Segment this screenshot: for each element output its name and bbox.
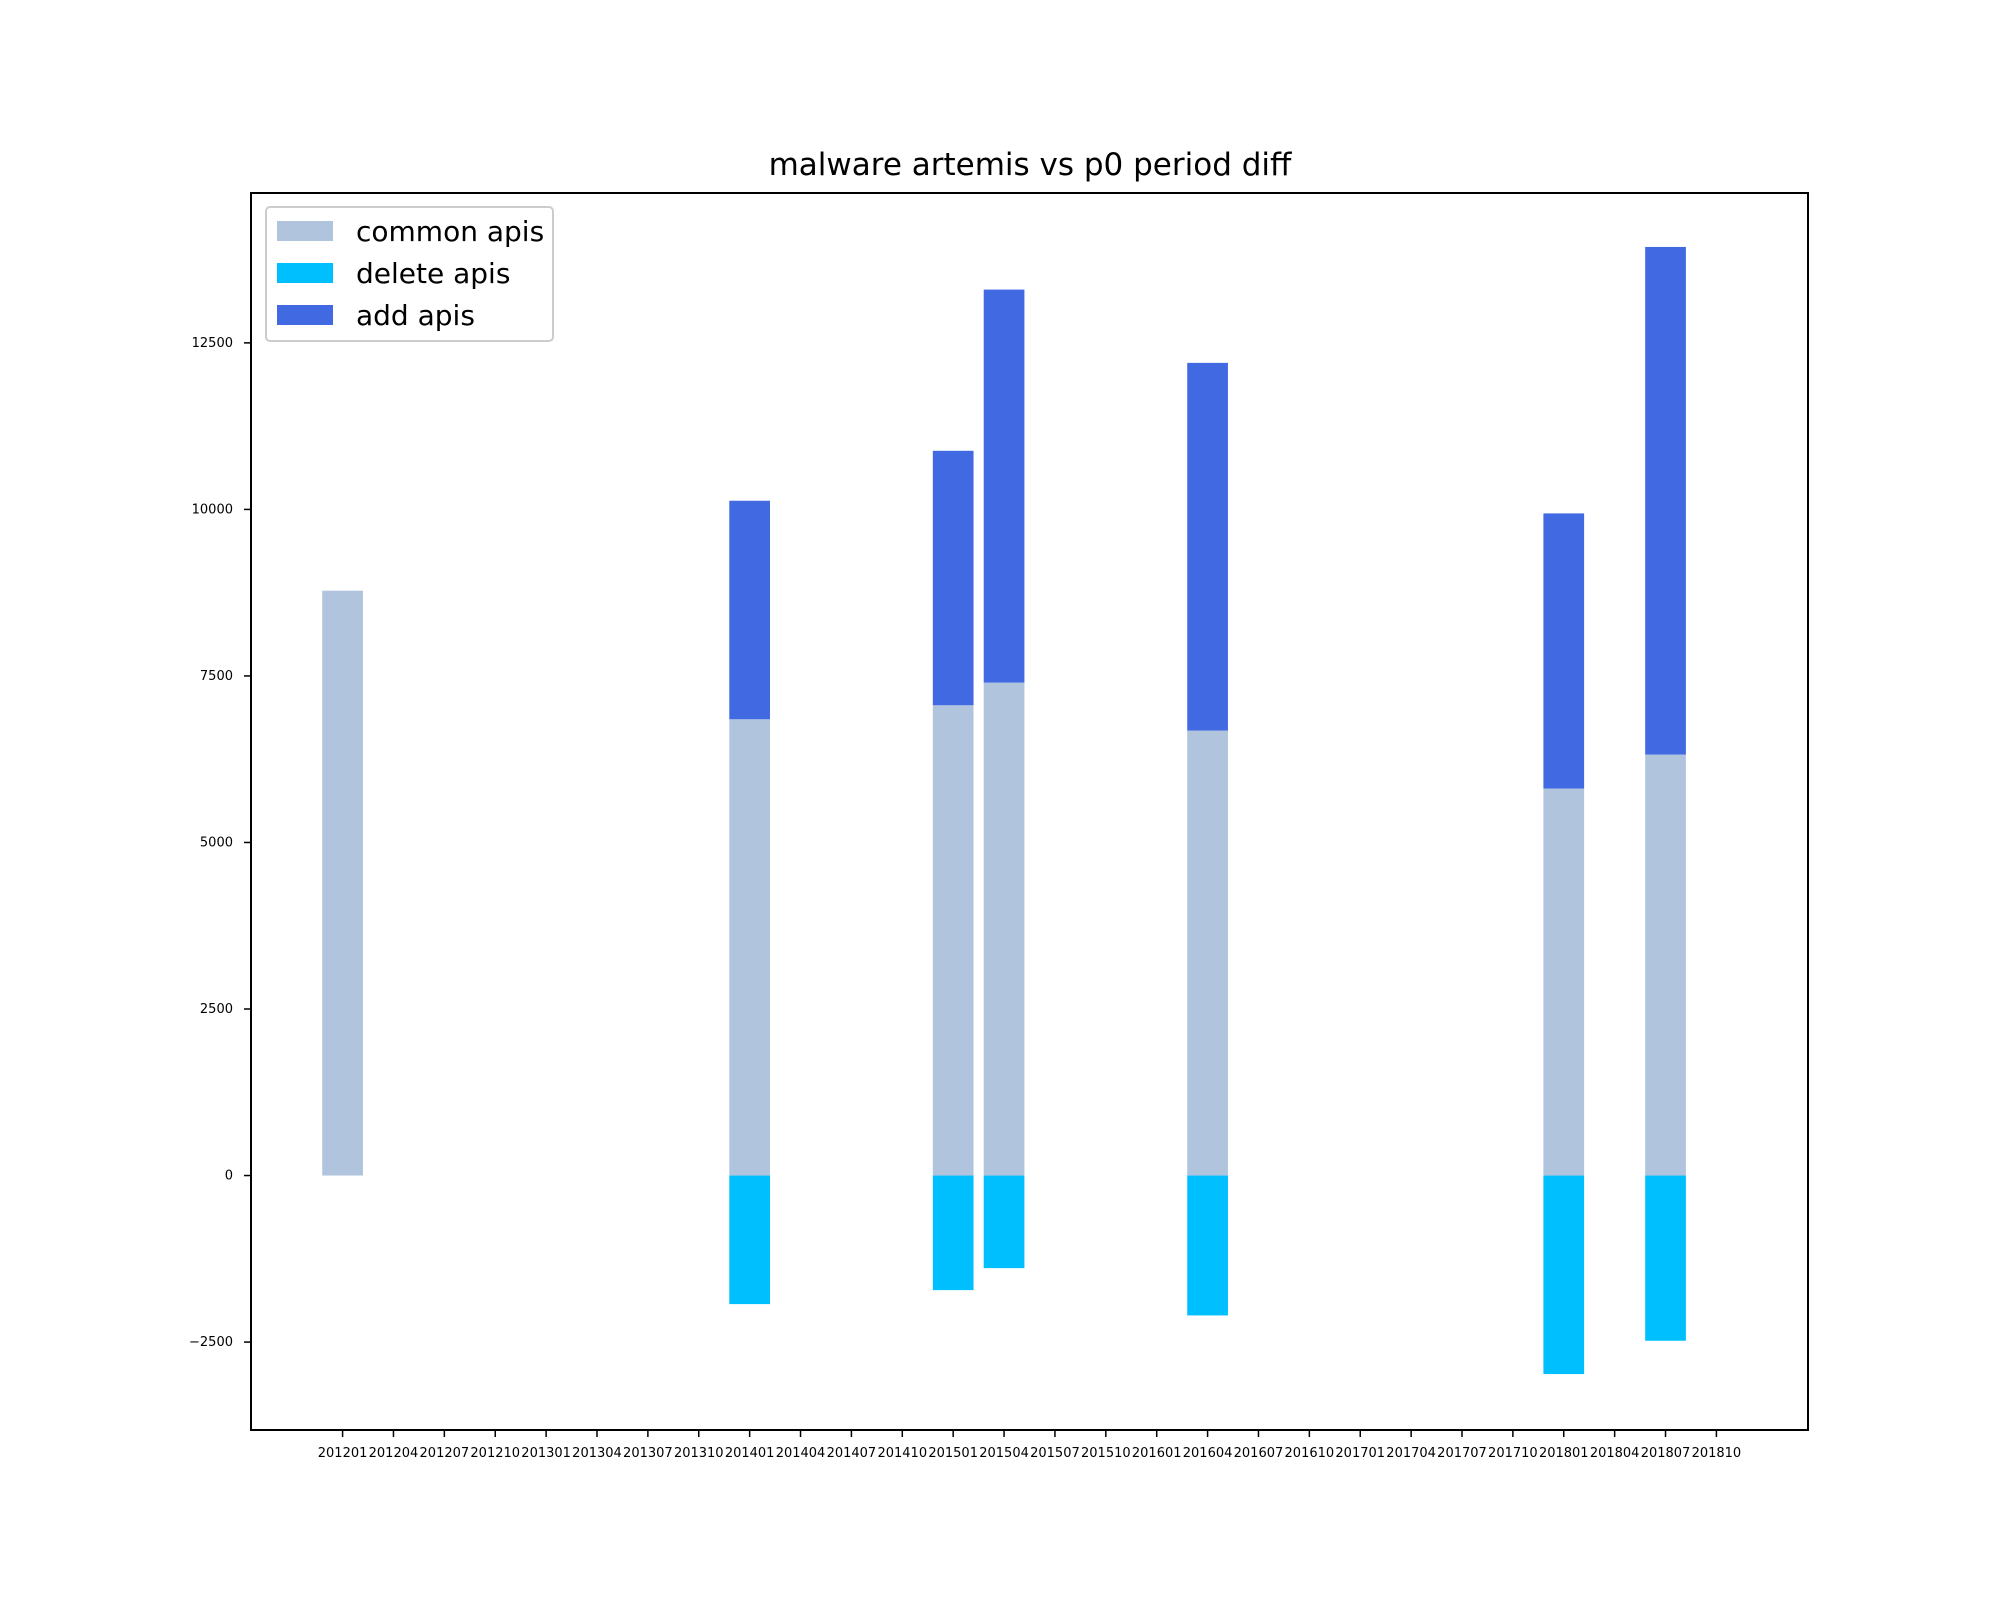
x-tick-label: 201507 — [1030, 1446, 1080, 1461]
y-tick-label: 2500 — [200, 1002, 233, 1017]
legend-box — [265, 206, 554, 342]
x-tick-label: 201607 — [1234, 1446, 1284, 1461]
bar-add-201504 — [983, 289, 1025, 683]
bar-common-201501 — [932, 705, 974, 1176]
x-tick-label: 201407 — [827, 1446, 877, 1461]
bar-delete-201504 — [983, 1175, 1025, 1269]
bar-common-201801 — [1543, 788, 1585, 1176]
legend-swatch — [277, 221, 333, 241]
x-tick-label: 201510 — [1081, 1446, 1131, 1461]
legend: common apis delete apis add apis — [265, 206, 554, 342]
bar-delete-201604 — [1187, 1175, 1228, 1316]
bar-add-201807 — [1645, 246, 1686, 755]
legend-label: delete apis — [356, 257, 510, 290]
x-tick-label: 201307 — [623, 1446, 673, 1461]
x-axis: 201201 201204 201207 201210 201301 201304 2013… — [318, 1430, 1741, 1461]
x-tick-label: 201401 — [725, 1446, 775, 1461]
bar-delete-201401 — [729, 1175, 770, 1305]
bar-common-201504 — [983, 682, 1025, 1176]
x-tick-label: 201207 — [420, 1446, 470, 1461]
y-tick-label: 0 — [225, 1169, 233, 1184]
bar-delete-201501 — [932, 1175, 974, 1291]
x-tick-label: 201404 — [776, 1446, 826, 1461]
x-tick-label: 201301 — [521, 1446, 571, 1461]
y-tick-label: 5000 — [200, 835, 233, 850]
x-tick-label: 201707 — [1437, 1446, 1487, 1461]
bar-add-201501 — [932, 450, 974, 706]
bars-group — [322, 246, 1686, 1375]
x-tick-label: 201204 — [369, 1446, 419, 1461]
x-tick-label: 201410 — [877, 1446, 927, 1461]
x-tick-label: 201504 — [979, 1446, 1029, 1461]
x-tick-label: 201804 — [1590, 1446, 1640, 1461]
chart-title: malware artemis vs p0 period diff — [769, 147, 1292, 183]
legend-swatch — [277, 305, 333, 325]
x-tick-label: 201304 — [572, 1446, 622, 1461]
y-axis: −2500 0 2500 5000 7500 10000 12500 — [189, 336, 251, 1350]
bar-delete-201801 — [1543, 1175, 1585, 1375]
x-tick-label: 201710 — [1488, 1446, 1538, 1461]
y-tick-label: 7500 — [200, 669, 233, 684]
legend-label: common apis — [356, 215, 544, 248]
plot-area-frame — [250, 192, 1809, 1431]
bar-common-201604 — [1187, 730, 1228, 1176]
x-tick-label: 201807 — [1641, 1446, 1691, 1461]
x-tick-label: 201310 — [674, 1446, 724, 1461]
x-tick-label: 201801 — [1539, 1446, 1589, 1461]
bar-common-201201 — [322, 590, 363, 1176]
x-tick-label: 201501 — [928, 1446, 978, 1461]
y-tick-label: −2500 — [189, 1335, 233, 1350]
bar-add-201801 — [1543, 513, 1585, 789]
legend-label: add apis — [356, 299, 475, 332]
x-tick-label: 201604 — [1183, 1446, 1233, 1461]
x-tick-label: 201704 — [1386, 1446, 1436, 1461]
x-tick-label: 201701 — [1335, 1446, 1385, 1461]
legend-swatch — [277, 263, 333, 283]
x-tick-label: 201610 — [1285, 1446, 1335, 1461]
x-tick-label: 201810 — [1692, 1446, 1742, 1461]
x-tick-label: 201201 — [318, 1446, 368, 1461]
y-tick-label: 12500 — [192, 336, 233, 351]
y-tick-label: 10000 — [192, 502, 233, 517]
bar-common-201401 — [729, 719, 770, 1176]
bar-delete-201807 — [1645, 1175, 1686, 1341]
bar-common-201807 — [1645, 754, 1686, 1176]
x-tick-label: 201210 — [470, 1446, 520, 1461]
x-tick-label: 201601 — [1132, 1446, 1182, 1461]
bar-add-201401 — [729, 500, 770, 720]
bar-add-201604 — [1187, 362, 1228, 731]
